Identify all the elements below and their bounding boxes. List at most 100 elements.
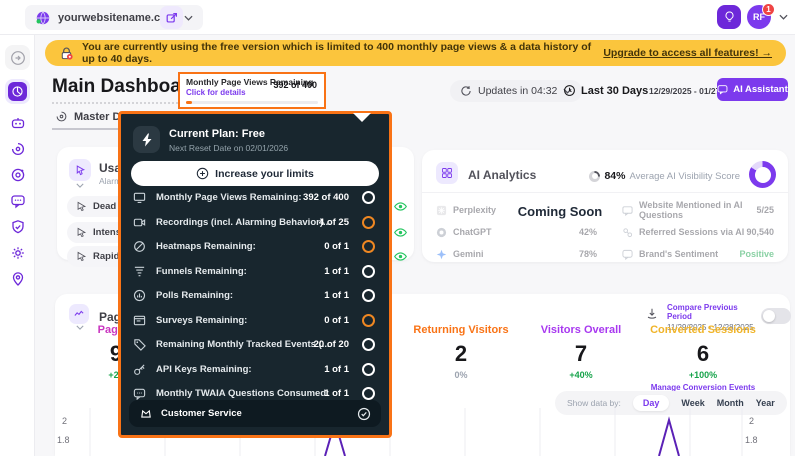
ai-providers-table: Perplexity ChatGPT 42% Gemini 78% Websit… (422, 192, 788, 262)
topbar: yourwebsitename.com RF 1 (0, 0, 795, 35)
ai-analytics-title: AI Analytics (468, 168, 536, 182)
plan-title: Current Plan: Free (169, 128, 265, 140)
plan-limits-popup: Current Plan: Free Next Reset Date on 02… (118, 111, 392, 438)
widget-value: 392 of 400 (273, 80, 317, 90)
key-icon (133, 363, 147, 376)
tag-icon (133, 338, 147, 351)
sidebar-item-settings[interactable] (5, 240, 30, 265)
limit-row-recordings: Recordings (incl. Alarming Behavior)... … (133, 213, 379, 231)
sidebar-item-privacy[interactable] (5, 214, 30, 239)
app-root: yourwebsitename.com RF 1 (0, 0, 795, 456)
poll-icon (133, 289, 147, 302)
status-ring (362, 363, 375, 376)
export-icon[interactable] (645, 307, 659, 321)
eye-icon[interactable] (393, 249, 409, 265)
limit-row-page-views: Monthly Page Views Remaining: 392 of 400 (133, 188, 379, 206)
video-camera-icon (133, 216, 147, 229)
sidebar-item-location[interactable] (5, 266, 30, 291)
location-pin-icon (10, 271, 26, 287)
chevron-down-icon[interactable] (779, 14, 788, 20)
period-label: Last 30 Days (581, 85, 648, 97)
banner-text: You are currently using the free version… (82, 41, 595, 65)
compare-label: Compare Previous Period (667, 303, 759, 321)
visibility-donut-chart (749, 161, 776, 188)
globe-icon (35, 10, 51, 26)
clock-icon (563, 84, 576, 97)
plus-circle-icon (196, 167, 209, 180)
ai-assistant-label: AI Assistant (733, 84, 788, 95)
provider-value: 78% (547, 249, 597, 259)
coming-soon-overlay: Coming Soon (480, 204, 640, 219)
cursor-icon (76, 251, 87, 262)
referred-sessions-icon (622, 227, 633, 238)
perplexity-icon (436, 205, 447, 216)
usability-icon (69, 159, 91, 181)
sidebar-item-feedback[interactable] (5, 188, 30, 213)
notification-badge: 1 (762, 3, 775, 16)
option-year[interactable]: Year (756, 398, 775, 408)
option-month[interactable]: Month (717, 398, 744, 408)
dashboard-tab-icon (55, 110, 68, 123)
limit-row-api-keys: API Keys Remaining: 1 of 1 (133, 360, 379, 378)
chat-bubble-icon (133, 387, 147, 400)
sentiment-icon (622, 249, 633, 260)
sidebar-item-ai-bot[interactable] (5, 110, 30, 135)
chevron-down-icon[interactable] (76, 183, 84, 188)
limit-row-tracked-events: Remaining Monthly Tracked Events (... 20… (133, 335, 379, 353)
chat-dots-icon (10, 193, 26, 209)
eye-icon[interactable] (393, 225, 409, 241)
sidebar-item-recordings[interactable] (5, 136, 30, 161)
sidebar-item-dashboards[interactable] (5, 79, 30, 104)
crown-icon (139, 407, 153, 420)
open-in-new-button[interactable] (160, 6, 183, 29)
ai-analytics-card: AI Analytics 84% Average AI Visibility S… (422, 150, 788, 262)
pageviews-remaining-widget[interactable]: Monthly Page Views Remaining 392 of 400 … (178, 72, 326, 109)
customer-service-row[interactable]: Customer Service (129, 400, 381, 427)
option-week[interactable]: Week (681, 398, 704, 408)
sidebar-item-heatmaps[interactable] (5, 162, 30, 187)
limit-row-surveys: Surveys Remaining: 0 of 1 (133, 311, 379, 329)
ai-assistant-button[interactable]: AI Assistant (717, 78, 788, 101)
survey-icon (133, 314, 147, 327)
eye-icon[interactable] (393, 199, 409, 215)
limit-row-heatmaps: Heatmaps Remaining: 0 of 1 (133, 237, 379, 255)
upgrade-link[interactable]: Upgrade to access all features! → (603, 47, 772, 59)
increase-limits-button[interactable]: Increase your limits (131, 161, 379, 186)
metric-visitors-overall: Visitors Overall 7 +40% (526, 324, 636, 380)
ai-metric-value: 5/25 (724, 205, 774, 215)
usage-progress-bar (186, 101, 318, 104)
status-ring (362, 240, 375, 253)
limit-row-funnels: Funnels Remaining: 1 of 1 (133, 262, 379, 280)
plan-subtitle: Next Reset Date on 02/01/2026 (169, 143, 288, 153)
lightning-bolt-icon (133, 126, 160, 153)
score-donut-icon (589, 171, 600, 182)
status-ring (362, 289, 375, 302)
chat-icon (717, 84, 728, 95)
page-views-icon (69, 304, 89, 324)
website-name: yourwebsitename.com (58, 12, 177, 24)
metric-returning-visitors: Returning Visitors 2 0% (406, 324, 516, 380)
monitor-icon (133, 191, 147, 204)
recordings-icon (10, 141, 26, 157)
provider-row: ChatGPT (436, 224, 492, 240)
ai-metric-value: Positive (724, 249, 774, 259)
updates-label: Updates in 04:32 (478, 85, 557, 97)
metric-converted-sessions: Converted Sessions 6 +100% Manage Conver… (638, 324, 768, 392)
gear-icon (10, 245, 26, 261)
compare-toggle[interactable] (761, 308, 791, 324)
lock-icon (59, 46, 74, 61)
refresh-icon (460, 85, 472, 97)
dashboard-icon (8, 82, 27, 101)
period-selector[interactable]: Last 30 Days (563, 84, 648, 97)
heatmap-target-icon (10, 167, 26, 183)
provider-row: Gemini (436, 246, 484, 262)
ai-analytics-icon (436, 162, 458, 184)
sidebar-collapse-icon[interactable] (5, 45, 30, 70)
heatmap-icon (133, 240, 147, 253)
status-ring (362, 191, 375, 204)
lightbulb-button[interactable] (717, 5, 741, 29)
status-ring (362, 265, 375, 278)
limit-row-polls: Polls Remaining: 1 of 1 (133, 286, 379, 304)
status-ring (362, 338, 375, 351)
status-ring (362, 216, 375, 229)
